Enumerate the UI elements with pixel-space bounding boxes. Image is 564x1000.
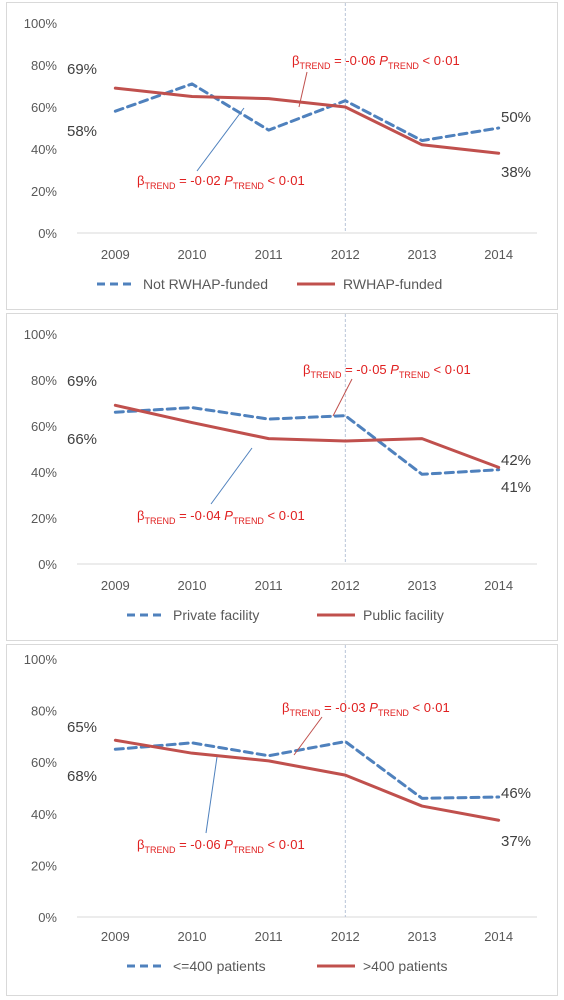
y-tick-label: 100% [24,16,58,31]
y-tick-label: 20% [31,184,57,199]
chart-panel-rwhap: 0% 20% 40% 60% 80% 100% 2009 2010 2011 2012 2013 20… [6,2,558,310]
last-value-label: 37% [501,833,531,850]
series-line-solid [113,403,501,469]
series-line-dashed [113,82,501,143]
x-tick-label: 2012 [331,247,360,262]
legend-label: RWHAP-funded [343,276,442,292]
last-value-label: 50% [501,109,531,126]
x-tick-label: 2012 [331,578,360,593]
x-tick-label: 2014 [484,929,513,944]
series-line-dashed [113,406,501,476]
legend-label: >400 patients [363,958,447,974]
annotation-leader-line [332,378,353,417]
x-tick-label: 2011 [255,578,283,593]
chart-svg-facility: 0% 20% 40% 60% 80% 100% 2009 2010 2011 2012 2013 20… [24,314,537,623]
annotation-leader-line [196,107,245,172]
x-tick-label: 2011 [255,247,283,262]
y-tick-label: 60% [31,419,57,434]
chart-panel-facility: 0% 20% 40% 60% 80% 100% 2009 2010 2011 2012 2013 20… [6,313,558,641]
x-tick-label: 2009 [101,929,130,944]
y-tick-label: 20% [31,858,57,873]
x-tick-label: 2010 [178,929,207,944]
last-value-label: 42% [501,452,531,469]
x-tick-label: 2013 [408,929,437,944]
series-line-solid [113,738,501,822]
y-tick-label: 80% [31,58,57,73]
y-tick-label: 40% [31,142,57,157]
x-tick-label: 2009 [101,578,130,593]
first-value-label: 69% [67,373,97,390]
x-tick-label: 2013 [408,578,437,593]
chart-panel-patients: 0% 20% 40% 60% 80% 100% 2009 2010 2011 2012 2013 20… [6,644,558,996]
y-tick-label: 100% [24,327,58,342]
x-tick-label: 2014 [484,247,513,262]
chart-svg-rwhap: 0% 20% 40% 60% 80% 100% 2009 2010 2011 2012 2013 20… [24,3,537,292]
y-tick-label: 60% [31,755,57,770]
x-tick-label: 2011 [255,929,283,944]
first-value-label: 65% [67,719,97,736]
legend-label: Not RWHAP-funded [143,276,268,292]
y-tick-label: 60% [31,100,57,115]
y-tick-label: 0% [38,557,57,572]
last-value-label: 41% [501,479,531,496]
trend-annotation: βTREND = -0·03 PTREND < 0·01 [282,700,450,718]
chart-svg-patients: 0% 20% 40% 60% 80% 100% 2009 2010 2011 2012 2013 20… [24,645,537,974]
trend-annotation: βTREND = -0·05 PTREND < 0·01 [303,362,471,380]
annotation-leader-line [293,716,323,756]
y-tick-label: 0% [38,910,57,925]
trend-annotation: βTREND = -0·02 PTREND < 0·01 [137,173,305,191]
trend-annotation: βTREND = -0·04 PTREND < 0·01 [137,508,305,526]
x-tick-label: 2012 [331,929,360,944]
first-value-label: 66% [67,431,97,448]
y-tick-label: 20% [31,511,57,526]
x-tick-label: 2013 [408,247,437,262]
y-tick-label: 0% [38,226,57,241]
annotation-leader-line [205,756,218,834]
y-tick-label: 40% [31,807,57,822]
y-tick-label: 100% [24,652,58,667]
legend-label: Public facility [363,607,444,623]
first-value-label: 68% [67,768,97,785]
x-tick-label: 2010 [178,578,207,593]
y-tick-label: 80% [31,373,57,388]
x-tick-label: 2009 [101,247,130,262]
legend-label: Private facility [173,607,259,623]
x-tick-label: 2014 [484,578,513,593]
last-value-label: 46% [501,785,531,802]
series-line-dashed [113,740,501,800]
first-value-label: 69% [67,61,97,78]
y-tick-label: 80% [31,704,57,719]
annotation-leader-line [298,71,308,108]
legend-label: <=400 patients [173,958,266,974]
annotation-leader-line [210,447,253,505]
series-line-solid [113,86,501,155]
x-tick-label: 2010 [178,247,207,262]
y-tick-label: 40% [31,465,57,480]
first-value-label: 58% [67,123,97,140]
trend-annotation: βTREND = -0·06 PTREND < 0·01 [292,53,460,71]
last-value-label: 38% [501,164,531,181]
trend-annotation: βTREND = -0·06 PTREND < 0·01 [137,837,305,855]
